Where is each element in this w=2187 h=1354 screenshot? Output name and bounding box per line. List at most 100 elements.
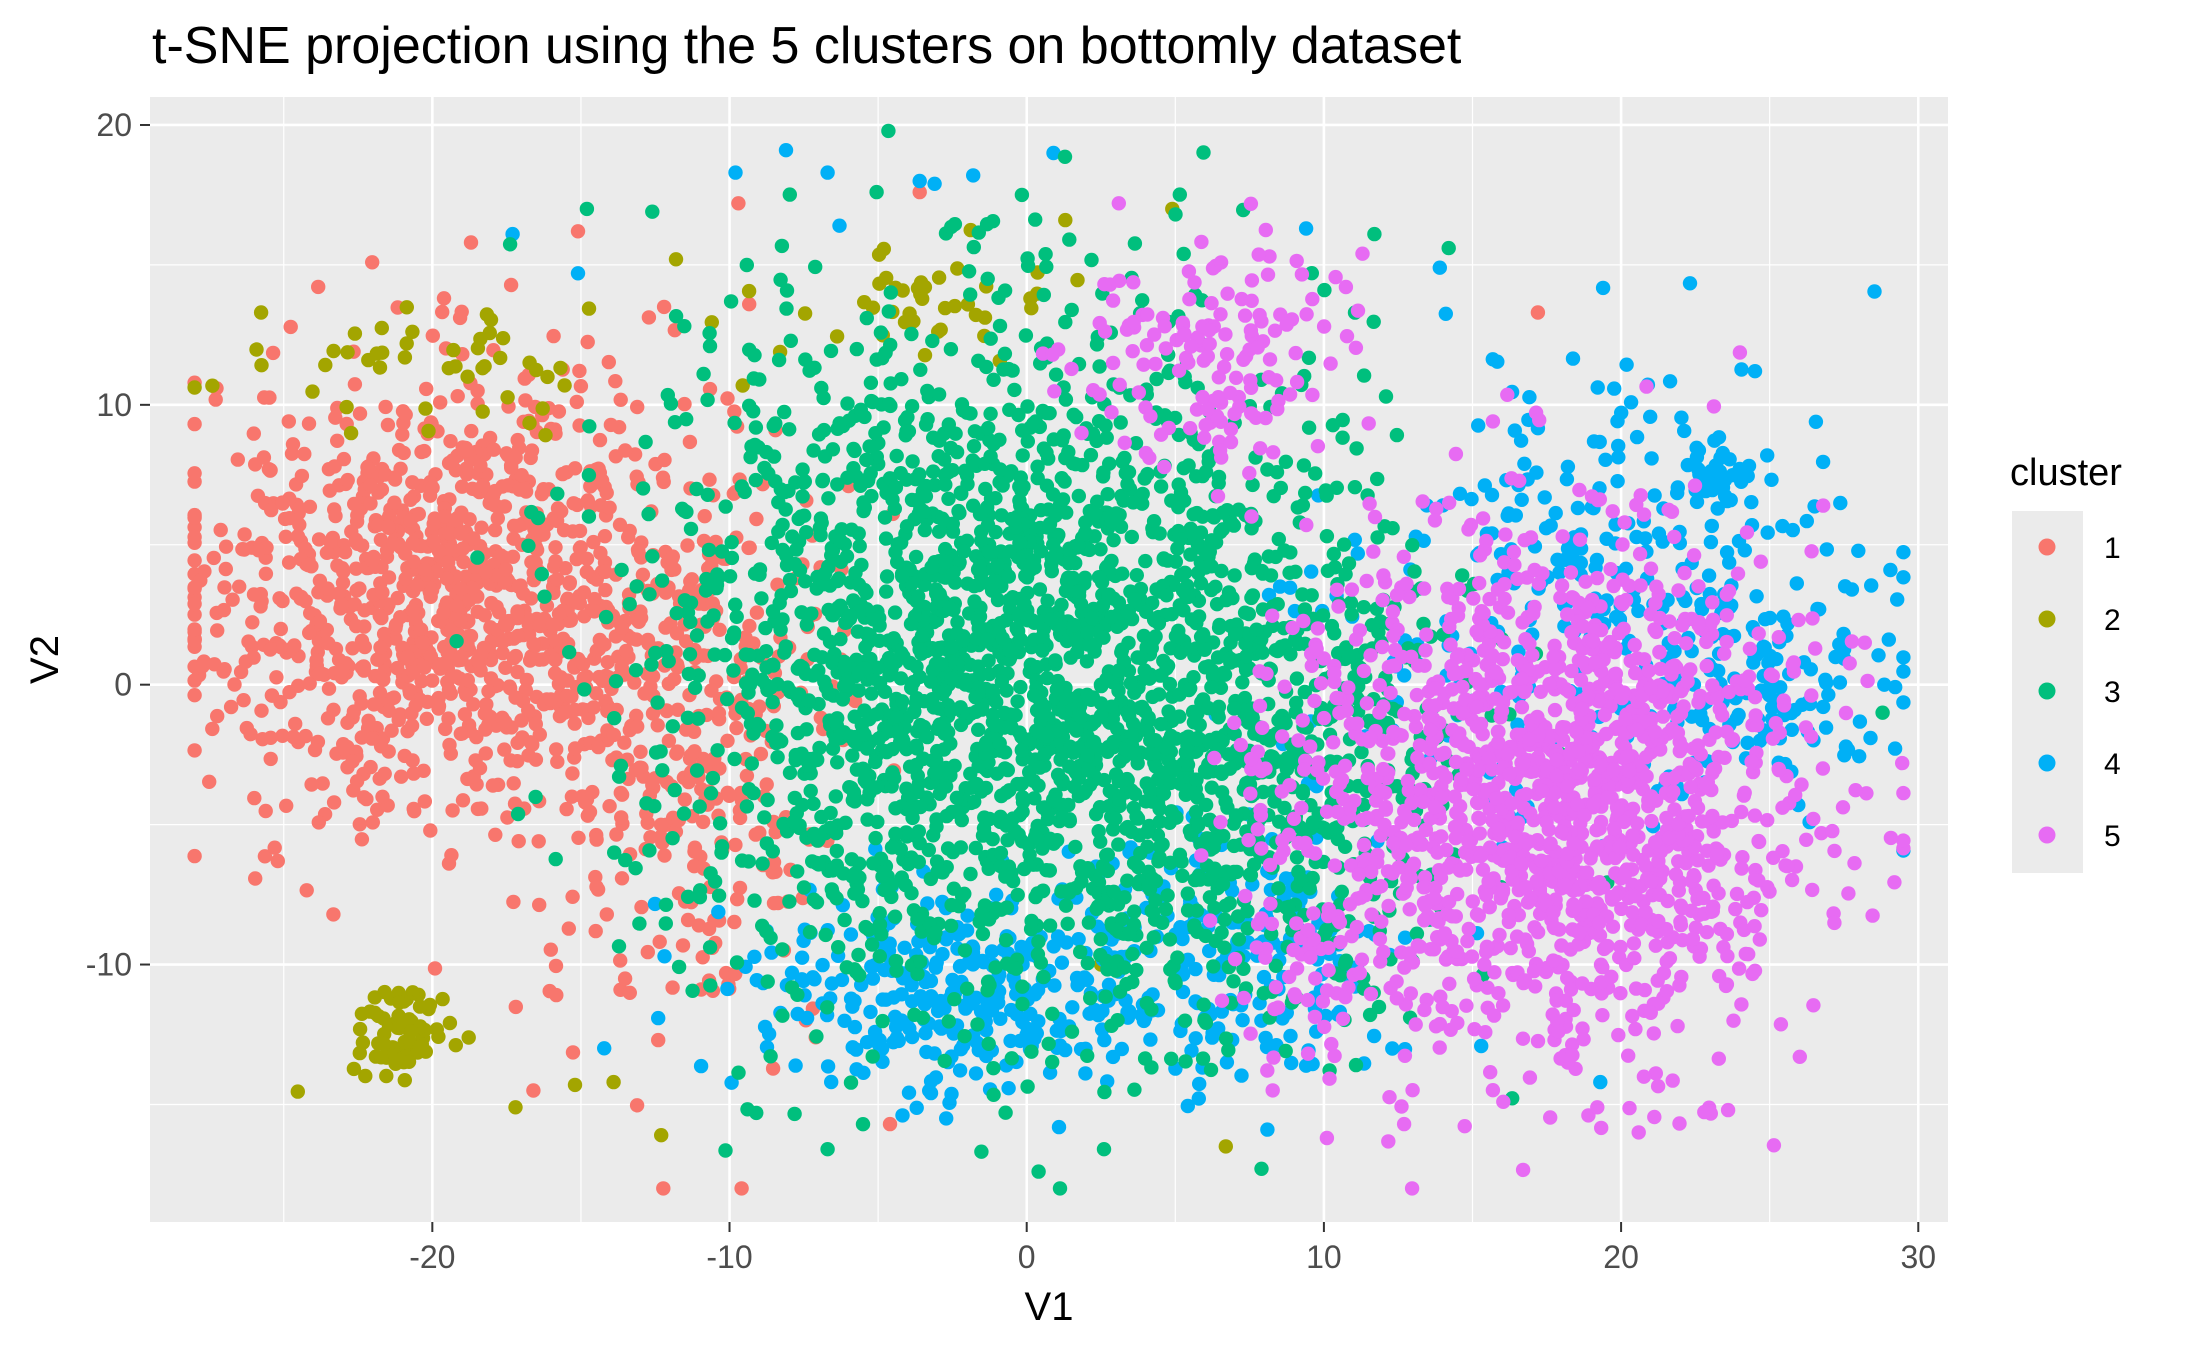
data-point [895,569,909,583]
data-point [979,1049,993,1063]
data-point [1652,526,1666,540]
data-point [549,959,563,973]
data-point [566,1045,580,1059]
data-point [1093,948,1107,962]
data-point [232,580,246,594]
data-point [702,326,716,340]
data-point [486,778,500,792]
data-point [715,839,729,853]
data-point [1549,506,1563,520]
data-point [549,852,563,866]
data-point [840,549,854,563]
data-point [1187,715,1201,729]
data-point [887,631,901,645]
data-point [665,980,679,994]
data-point [321,711,335,725]
data-point [857,727,871,741]
data-point [1061,445,1075,459]
data-point [187,380,201,394]
data-point [942,1014,956,1028]
data-point [633,761,647,775]
data-point [761,466,775,480]
data-point [363,760,377,774]
data-point [504,278,518,292]
data-point [1044,612,1058,626]
data-point [1227,568,1241,582]
data-point [1039,446,1053,460]
data-point [507,651,521,665]
data-point [1030,660,1044,674]
data-point [829,789,843,803]
data-point [469,730,483,744]
data-point [847,886,861,900]
data-point [202,775,216,789]
data-point [651,1033,665,1047]
data-point [906,314,920,328]
data-point [1007,513,1021,527]
data-point [993,736,1007,750]
data-point [786,815,800,829]
data-point [889,954,903,968]
data-point [187,849,201,863]
data-point [993,319,1007,333]
data-point [247,426,261,440]
data-point [1705,519,1719,533]
data-point [889,1012,903,1026]
data-point [365,731,379,745]
data-point [1320,529,1334,543]
data-point [493,351,507,365]
data-point [972,225,986,239]
data-point [615,817,629,831]
data-point [1054,598,1068,612]
data-point [1043,918,1057,932]
data-point [816,391,830,405]
data-point [377,1037,391,1051]
data-point [779,143,793,157]
data-point [730,955,744,969]
data-point [399,408,413,422]
data-point [758,1020,772,1034]
data-point [1888,680,1902,694]
data-point [1163,932,1177,946]
data-point [1704,535,1718,549]
data-point [608,374,622,388]
data-point [618,971,632,985]
data-point [376,673,390,687]
data-point [789,542,803,556]
data-point [760,793,774,807]
data-point [665,552,679,566]
data-point [284,320,298,334]
data-point [537,590,551,604]
data-point [1125,947,1139,961]
data-point [767,449,781,463]
data-point [398,350,412,364]
data-point [1357,368,1371,382]
data-point [938,1054,952,1068]
data-point [1005,1051,1019,1065]
data-point [219,562,233,576]
data-point [830,755,844,769]
data-point [905,1030,919,1044]
data-point [633,745,647,759]
data-point [821,1059,835,1073]
data-point [582,509,596,523]
data-point [1016,448,1030,462]
data-point [597,1041,611,1055]
data-point [823,806,837,820]
data-point [508,1100,522,1114]
data-point [451,389,465,403]
data-point [263,642,277,656]
data-point [187,580,201,594]
data-point [1683,276,1697,290]
data-point [568,461,582,475]
data-point [766,1061,780,1075]
data-point [950,791,964,805]
data-point [888,605,902,619]
data-point [1057,474,1071,488]
data-point [1192,1091,1206,1105]
data-point [659,916,673,930]
data-point [913,174,927,188]
data-point [1515,493,1529,507]
data-point [1033,760,1047,774]
data-point [1218,913,1232,927]
